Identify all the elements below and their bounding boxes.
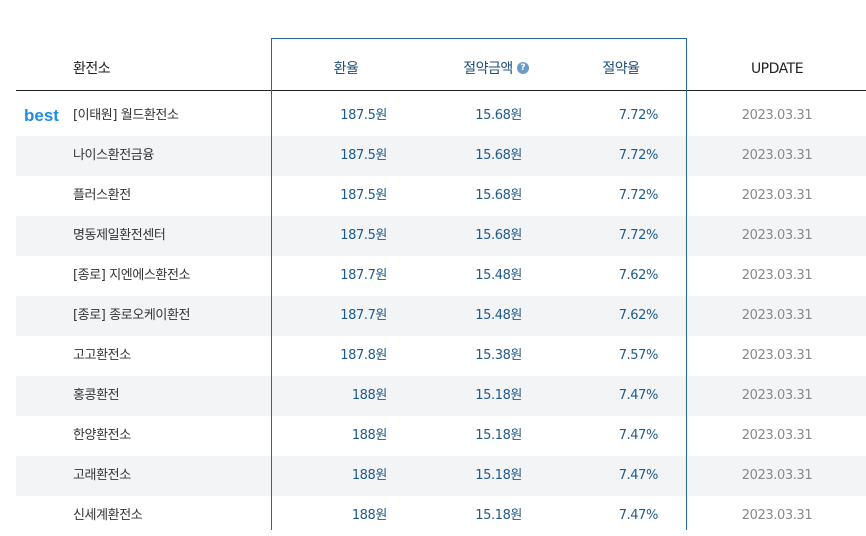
- savings-amount-value: 15.18원: [475, 468, 522, 483]
- exchange-rate-value: 188원: [351, 508, 388, 523]
- table-row[interactable]: [종로] 지엔에스환전소 187.7원 15.48원 7.62% 2023.03.31: [16, 256, 866, 296]
- table-row[interactable]: 한양환전소 188원 15.18원 7.47% 2023.03.31: [16, 416, 866, 456]
- exchange-rate-value: 187.5원: [340, 188, 387, 203]
- exchange-office-name[interactable]: [종로] 지엔에스환전소: [73, 268, 191, 283]
- savings-ratio-value: 7.72%: [618, 188, 659, 203]
- update-date: 2023.03.31: [741, 188, 813, 203]
- table-row[interactable]: 고래환전소 188원 15.18원 7.47% 2023.03.31: [16, 456, 866, 496]
- exchange-office-name[interactable]: 고고환전소: [73, 348, 131, 363]
- savings-ratio-value: 7.57%: [618, 348, 659, 363]
- update-date: 2023.03.31: [741, 348, 813, 363]
- savings-amount-value: 15.68원: [475, 108, 522, 123]
- exchange-office-name[interactable]: [종로] 종로오케이환전: [73, 308, 191, 323]
- header-exchange-office: 환전소: [73, 61, 111, 77]
- savings-ratio-value: 7.47%: [618, 508, 659, 523]
- exchange-office-name[interactable]: 명동제일환전센터: [73, 228, 166, 243]
- update-date: 2023.03.31: [741, 308, 813, 323]
- best-badge: best: [24, 106, 59, 125]
- savings-amount-value: 15.68원: [475, 188, 522, 203]
- savings-amount-value: 15.18원: [475, 388, 522, 403]
- savings-amount-value: 15.18원: [475, 508, 522, 523]
- table-row[interactable]: 명동제일환전센터 187.5원 15.68원 7.72% 2023.03.31: [16, 216, 866, 256]
- header-savings-amount[interactable]: 절약금액?: [436, 38, 556, 90]
- table-row[interactable]: 신세계환전소 188원 15.18원 7.47% 2023.03.31: [16, 496, 866, 536]
- update-date: 2023.03.31: [741, 388, 813, 403]
- update-date: 2023.03.31: [741, 228, 813, 243]
- table-row[interactable]: 플러스환전 187.5원 15.68원 7.72% 2023.03.31: [16, 176, 866, 216]
- savings-amount-value: 15.68원: [475, 148, 522, 163]
- table-header: 환전소 환율 절약금액? 절약율 UPDATE: [16, 38, 866, 91]
- update-date: 2023.03.31: [741, 108, 813, 123]
- exchange-rate-value: 187.5원: [340, 228, 387, 243]
- savings-ratio-value: 7.72%: [618, 148, 659, 163]
- exchange-office-name[interactable]: [이태원] 월드환전소: [73, 108, 179, 123]
- help-icon[interactable]: ?: [516, 62, 529, 74]
- update-date: 2023.03.31: [741, 148, 813, 163]
- table-row[interactable]: 나이스환전금융 187.5원 15.68원 7.72% 2023.03.31: [16, 136, 866, 176]
- update-date: 2023.03.31: [741, 428, 813, 443]
- exchange-office-name[interactable]: 홍콩환전: [73, 388, 120, 403]
- savings-amount-value: 15.38원: [475, 348, 522, 363]
- savings-ratio-value: 7.62%: [618, 268, 659, 283]
- table-body: best [이태원] 월드환전소 187.5원 15.68원 7.72% 2023.03.…: [16, 96, 866, 536]
- exchange-office-name[interactable]: 고래환전소: [73, 468, 131, 483]
- exchange-office-name[interactable]: 신세계환전소: [73, 508, 143, 523]
- savings-ratio-value: 7.62%: [618, 308, 659, 323]
- table-row[interactable]: [종로] 종로오케이환전 187.7원 15.48원 7.62% 2023.03.31: [16, 296, 866, 336]
- savings-amount-value: 15.48원: [475, 308, 522, 323]
- savings-ratio-value: 7.47%: [618, 428, 659, 443]
- update-date: 2023.03.31: [741, 508, 813, 523]
- savings-ratio-value: 7.72%: [618, 228, 659, 243]
- savings-ratio-value: 7.47%: [618, 388, 659, 403]
- exchange-rate-value: 187.7원: [340, 268, 387, 283]
- header-savings-label: 절약금액: [463, 61, 513, 77]
- savings-ratio-value: 7.72%: [618, 108, 659, 123]
- table-row[interactable]: 홍콩환전 188원 15.18원 7.47% 2023.03.31: [16, 376, 866, 416]
- update-date: 2023.03.31: [741, 468, 813, 483]
- exchange-rate-value: 187.5원: [340, 108, 387, 123]
- exchange-rate-value: 187.8원: [340, 348, 387, 363]
- exchange-rate-value: 187.7원: [340, 308, 387, 323]
- savings-ratio-value: 7.47%: [618, 468, 659, 483]
- exchange-rate-value: 187.5원: [340, 148, 387, 163]
- header-savings-ratio[interactable]: 절약율: [602, 61, 640, 77]
- header-update: UPDATE: [750, 61, 804, 77]
- savings-amount-value: 15.68원: [475, 228, 522, 243]
- exchange-office-name[interactable]: 한양환전소: [73, 428, 131, 443]
- exchange-rate-value: 188원: [351, 428, 388, 443]
- exchange-office-name[interactable]: 플러스환전: [73, 188, 131, 203]
- savings-amount-value: 15.18원: [475, 428, 522, 443]
- update-date: 2023.03.31: [741, 268, 813, 283]
- exchange-rate-value: 188원: [351, 388, 388, 403]
- table-row[interactable]: 고고환전소 187.8원 15.38원 7.57% 2023.03.31: [16, 336, 866, 376]
- table-row[interactable]: best [이태원] 월드환전소 187.5원 15.68원 7.72% 2023.03.…: [16, 96, 866, 136]
- exchange-rate-value: 188원: [351, 468, 388, 483]
- savings-amount-value: 15.48원: [475, 268, 522, 283]
- header-exchange-rate[interactable]: 환율: [333, 61, 359, 77]
- exchange-office-name[interactable]: 나이스환전금융: [73, 148, 154, 163]
